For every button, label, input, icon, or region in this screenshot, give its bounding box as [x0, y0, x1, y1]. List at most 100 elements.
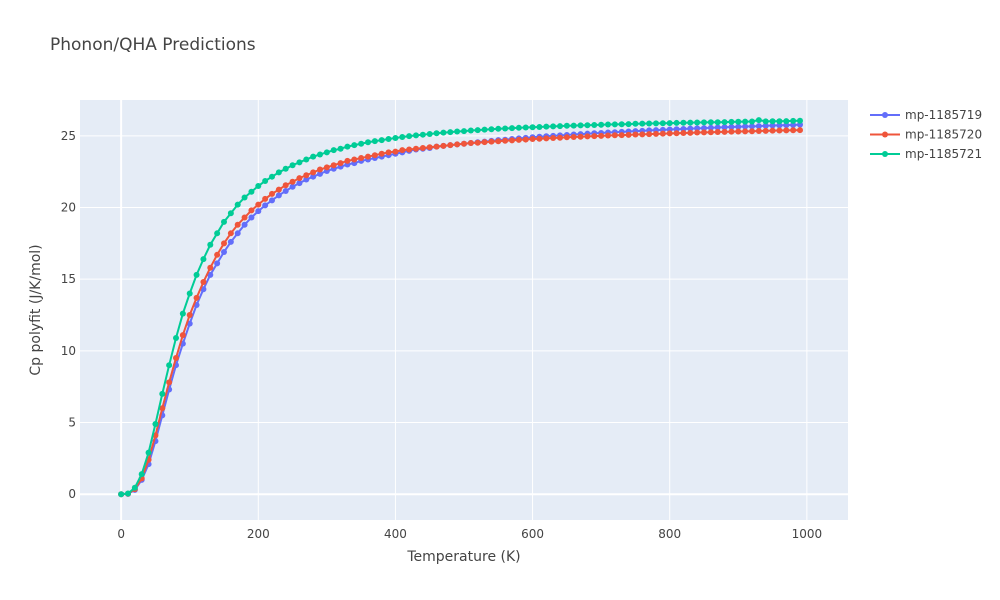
data-point	[269, 190, 275, 197]
data-point	[646, 131, 653, 138]
data-point	[193, 294, 200, 301]
data-point	[378, 150, 385, 157]
data-point	[152, 420, 159, 427]
data-point	[179, 310, 186, 317]
data-point	[783, 127, 790, 134]
y-tick-label: 10	[61, 344, 76, 358]
data-point	[694, 119, 701, 126]
data-point	[632, 120, 639, 127]
data-point	[234, 201, 241, 208]
data-point	[666, 130, 673, 137]
data-point	[714, 128, 721, 135]
x-tick-label: 0	[117, 527, 125, 541]
data-point	[433, 143, 440, 150]
data-point	[200, 279, 207, 286]
data-point	[269, 173, 275, 180]
legend-item[interactable]: mp-1185720	[870, 128, 982, 142]
data-point	[509, 125, 515, 132]
data-point	[584, 122, 591, 129]
data-point	[749, 123, 755, 130]
data-point	[522, 124, 529, 131]
data-point	[289, 178, 296, 185]
data-point	[701, 119, 707, 126]
data-point	[406, 133, 413, 140]
data-point	[166, 362, 173, 369]
data-point	[419, 145, 426, 152]
legend-item[interactable]: mp-1185719	[870, 108, 982, 122]
data-point	[776, 118, 783, 125]
legend-item[interactable]: mp-1185721	[870, 147, 982, 161]
data-point	[543, 123, 550, 130]
chart-title: Phonon/QHA Predictions	[50, 35, 256, 55]
data-point	[413, 132, 419, 139]
data-point	[241, 221, 248, 228]
data-point	[419, 131, 426, 138]
x-tick-label: 600	[521, 527, 544, 541]
data-point	[625, 131, 632, 138]
legend-label: mp-1185721	[905, 147, 982, 161]
data-point	[337, 145, 344, 152]
data-point	[447, 129, 454, 136]
legend-swatch-marker	[882, 131, 888, 138]
data-point	[303, 172, 310, 179]
data-point	[611, 132, 618, 139]
data-point	[207, 264, 214, 271]
x-tick-label: 200	[247, 527, 270, 541]
series-mp-1185720	[118, 127, 803, 498]
data-point	[337, 160, 344, 167]
data-point	[577, 133, 584, 140]
data-point	[323, 149, 330, 156]
x-axis-title: Temperature (K)	[406, 549, 520, 565]
data-point	[755, 117, 762, 124]
data-point	[721, 128, 728, 135]
data-point	[330, 147, 337, 154]
data-point	[522, 136, 529, 143]
data-point	[776, 127, 783, 134]
data-point	[227, 238, 234, 245]
data-point	[262, 202, 269, 209]
data-point	[563, 134, 570, 141]
data-point	[598, 132, 605, 139]
data-point	[426, 130, 433, 137]
data-point	[714, 119, 721, 126]
data-point	[385, 135, 392, 142]
data-point	[742, 118, 749, 125]
data-point	[687, 125, 694, 132]
data-point	[673, 119, 680, 126]
data-point	[474, 127, 481, 134]
data-point	[707, 124, 714, 131]
data-point	[166, 379, 173, 386]
data-point	[515, 124, 522, 131]
data-point	[365, 153, 371, 160]
data-point	[694, 125, 701, 132]
data-point	[131, 484, 138, 491]
data-point	[797, 127, 803, 134]
data-point	[742, 128, 749, 135]
data-point	[371, 152, 378, 159]
data-point	[735, 123, 742, 130]
data-point	[618, 121, 625, 128]
data-point	[783, 118, 790, 125]
data-point	[461, 140, 467, 147]
data-point	[673, 130, 680, 137]
data-point	[365, 139, 371, 146]
data-point	[269, 197, 275, 204]
data-point	[762, 118, 769, 125]
data-point	[646, 120, 653, 127]
data-point	[207, 241, 214, 248]
data-point	[714, 124, 721, 131]
data-point	[262, 195, 269, 202]
data-point	[632, 131, 639, 138]
plot-area	[80, 100, 848, 520]
data-point	[515, 136, 522, 143]
data-point	[214, 260, 221, 267]
data-point	[687, 119, 694, 126]
data-point	[118, 491, 125, 498]
data-point	[282, 182, 289, 189]
data-point	[701, 129, 707, 136]
data-point	[282, 188, 289, 195]
data-point	[413, 145, 419, 152]
data-point	[248, 207, 255, 214]
legend[interactable]: mp-1185719 mp-1185720 mp-1185721	[870, 108, 982, 161]
data-point	[694, 129, 701, 136]
